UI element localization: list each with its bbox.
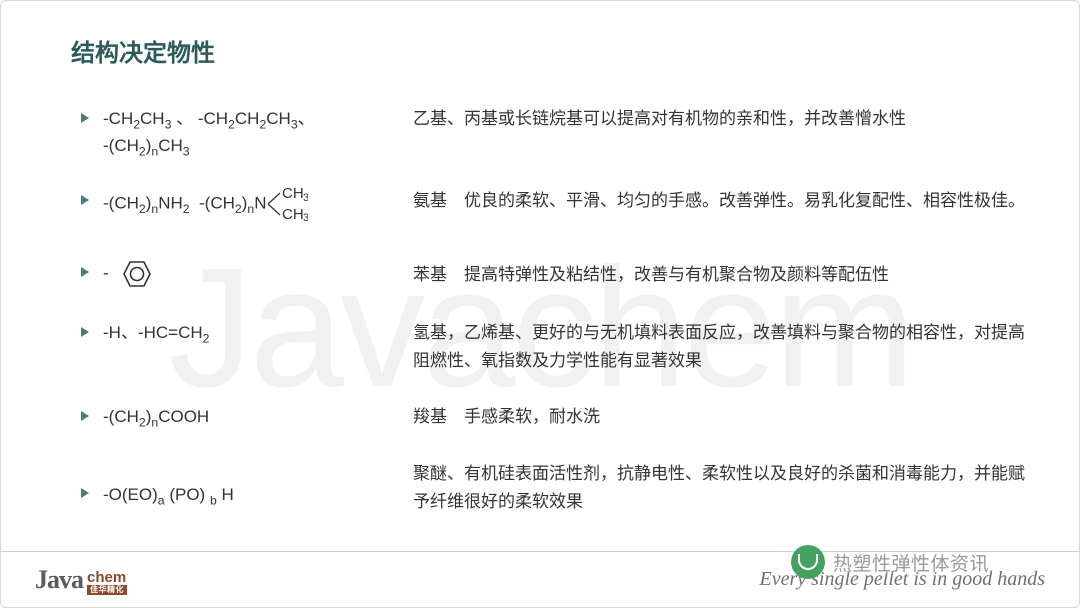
formula-cell: - bbox=[103, 249, 413, 293]
svg-text:CH: CH bbox=[282, 187, 304, 202]
description-cell: 氨基 优良的柔软、平滑、均匀的手感。改善弹性。易乳化复配性、相容性极佳。 bbox=[413, 187, 1029, 215]
description-cell: 羧基 手感柔软，耐水洗 bbox=[413, 403, 1029, 431]
logo-tag-text: 佳华精化 bbox=[87, 585, 127, 595]
bullet-icon bbox=[81, 488, 89, 498]
svg-text:3: 3 bbox=[303, 212, 308, 221]
description-cell: 聚醚、有机硅表面活性剂，抗静电性、柔软性以及良好的杀菌和消毒能力，并能赋予纤维很… bbox=[413, 460, 1029, 516]
bullet-icon bbox=[81, 195, 89, 205]
structure-row: -O(EO)a (PO) b H 聚醚、有机硅表面活性剂，抗静电性、柔软性以及良… bbox=[81, 460, 1029, 516]
channel-watermark: 热塑性弹性体资讯 bbox=[791, 545, 989, 579]
brand-logo: Java chem 佳华精化 bbox=[35, 565, 127, 595]
description-cell: 氢基，乙烯基、更好的与无机填料表面反应，改善填料与聚合物的相容性，对提高阻燃性、… bbox=[413, 319, 1029, 375]
content-area: -CH2CH3 、 -CH2CH2CH3、-(CH2)nCH3 乙基、丙基或长链… bbox=[81, 105, 1029, 516]
formula-cell: -H、-HC=CH2 bbox=[103, 319, 413, 346]
svg-text:CH: CH bbox=[282, 206, 304, 221]
logo-main-text: Java bbox=[35, 565, 83, 595]
bullet-icon bbox=[81, 411, 89, 421]
structure-row: -H、-HC=CH2 氢基，乙烯基、更好的与无机填料表面反应，改善填料与聚合物的… bbox=[81, 319, 1029, 375]
bullet-icon bbox=[81, 267, 89, 277]
logo-sub-text: chem bbox=[87, 570, 126, 585]
channel-name: 热塑性弹性体资讯 bbox=[833, 549, 989, 576]
description-cell: 乙基、丙基或长链烷基可以提高对有机物的亲和性，并改善憎水性 bbox=[413, 105, 1029, 133]
formula-cell: -CH2CH3 、 -CH2CH2CH3、-(CH2)nCH3 bbox=[103, 105, 413, 159]
formula-cell: -(CH2)nNH2 -(CH2)nNCH3CH3 bbox=[103, 187, 413, 221]
structure-row: - 苯基 提高特弹性及粘结性，改善与有机聚合物及颜料等配伍性 bbox=[81, 249, 1029, 293]
structure-row: -CH2CH3 、 -CH2CH2CH3、-(CH2)nCH3 乙基、丙基或长链… bbox=[81, 105, 1029, 159]
svg-text:3: 3 bbox=[303, 192, 308, 204]
logo-sub: chem 佳华精化 bbox=[87, 570, 127, 595]
structure-row: -(CH2)nCOOH 羧基 手感柔软，耐水洗 bbox=[81, 403, 1029, 431]
structure-row: -(CH2)nNH2 -(CH2)nNCH3CH3 氨基 优良的柔软、平滑、均匀… bbox=[81, 187, 1029, 221]
bullet-icon bbox=[81, 327, 89, 337]
slide-title: 结构决定物性 bbox=[71, 33, 215, 68]
bullet-icon bbox=[81, 113, 89, 123]
description-cell: 苯基 提高特弹性及粘结性，改善与有机聚合物及颜料等配伍性 bbox=[413, 249, 1029, 289]
wechat-icon bbox=[791, 545, 825, 579]
formula-cell: -O(EO)a (PO) b H bbox=[103, 460, 413, 508]
formula-cell: -(CH2)nCOOH bbox=[103, 403, 413, 430]
